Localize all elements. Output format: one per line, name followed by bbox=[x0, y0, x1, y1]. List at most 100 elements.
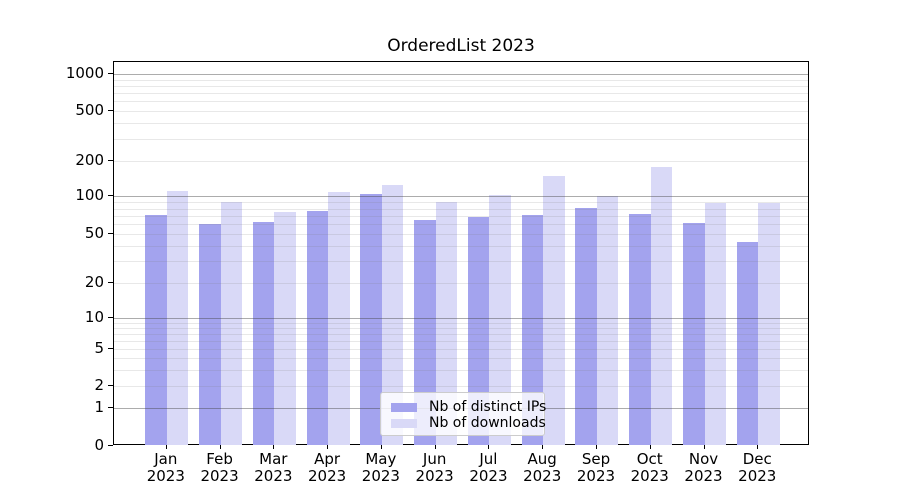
bar-downloads-jun bbox=[435, 202, 458, 445]
y-tick-mark-1 bbox=[108, 406, 113, 408]
gridline-minor-2 bbox=[114, 386, 808, 388]
legend-item-distinct-ips: Nb of distinct IPs bbox=[391, 399, 546, 415]
x-tick-mark-sep bbox=[595, 445, 597, 449]
y-tick-mark-20 bbox=[108, 281, 113, 283]
gridline-minor-20 bbox=[114, 282, 808, 284]
bar-downloads-oct bbox=[650, 167, 673, 445]
x-tick-label-aug: Aug 2023 bbox=[523, 450, 562, 485]
bar-ips-mar bbox=[252, 221, 275, 445]
legend-swatch-distinct-ips bbox=[391, 402, 417, 412]
gridline-minor-60 bbox=[114, 224, 808, 226]
gridline-minor-800 bbox=[114, 86, 808, 88]
y-tick-label-20: 20 bbox=[84, 272, 104, 291]
x-tick-mark-jul bbox=[488, 445, 490, 449]
x-tick-mark-feb bbox=[219, 445, 221, 449]
bar-downloads-sep bbox=[596, 195, 619, 445]
bar-ips-apr bbox=[306, 211, 329, 445]
bar-ips-oct bbox=[629, 214, 651, 445]
y-tick-mark-1000 bbox=[108, 73, 113, 75]
bar-ips-aug bbox=[521, 215, 544, 445]
bar-ips-nov bbox=[683, 222, 705, 445]
y-tick-mark-100 bbox=[108, 195, 113, 197]
bar-downloads-apr bbox=[328, 191, 350, 445]
x-tick-label-mar: Mar 2023 bbox=[254, 450, 293, 485]
bar-downloads-nov bbox=[704, 202, 726, 445]
legend-item-downloads: Nb of downloads bbox=[391, 415, 546, 431]
bar-downloads-jan bbox=[166, 190, 189, 445]
legend-swatch-downloads bbox=[391, 418, 417, 428]
gridline-minor-4 bbox=[114, 358, 808, 360]
chart-title: OrderedList 2023 bbox=[387, 36, 535, 56]
bar-downloads-feb bbox=[220, 202, 243, 445]
bar-ips-may bbox=[360, 193, 382, 445]
y-tick-mark-2 bbox=[108, 385, 113, 387]
gridline-minor-70 bbox=[114, 215, 808, 217]
x-tick-mark-jun bbox=[434, 445, 436, 449]
bar-ips-jun bbox=[414, 219, 436, 445]
gridline-minor-6 bbox=[114, 340, 808, 342]
y-tick-label-50: 50 bbox=[84, 224, 104, 243]
gridline-minor-3 bbox=[114, 369, 808, 371]
x-tick-label-oct: Oct 2023 bbox=[630, 450, 669, 485]
x-tick-label-jul: Jul 2023 bbox=[469, 450, 508, 485]
x-tick-mark-aug bbox=[542, 445, 544, 449]
bar-downloads-jul bbox=[489, 194, 511, 445]
gridline-minor-9 bbox=[114, 322, 808, 324]
gridline-minor-700 bbox=[114, 93, 808, 95]
gridline-minor-500 bbox=[114, 111, 808, 113]
gridline-minor-400 bbox=[114, 123, 808, 125]
gridline-minor-600 bbox=[114, 101, 808, 103]
y-tick-label-1000: 1000 bbox=[65, 64, 104, 83]
gridline-minor-50 bbox=[114, 234, 808, 236]
y-tick-mark-0 bbox=[108, 445, 113, 446]
gridline-major-100 bbox=[114, 196, 808, 198]
y-tick-mark-500 bbox=[108, 110, 113, 112]
bar-ips-dec bbox=[736, 242, 759, 445]
y-tick-mark-5 bbox=[108, 348, 113, 350]
plot-area bbox=[113, 61, 809, 445]
gridline-minor-200 bbox=[114, 161, 808, 163]
gridline-major-10 bbox=[114, 317, 808, 319]
gridline-minor-90 bbox=[114, 202, 808, 204]
x-tick-mark-may bbox=[380, 445, 382, 449]
y-tick-label-5: 5 bbox=[94, 339, 104, 358]
legend: Nb of distinct IPs Nb of downloads bbox=[380, 392, 546, 436]
x-tick-mark-jan bbox=[165, 445, 167, 449]
x-tick-label-feb: Feb 2023 bbox=[200, 450, 239, 485]
y-tick-label-0: 0 bbox=[94, 436, 104, 454]
x-tick-mark-apr bbox=[327, 445, 329, 449]
bar-ips-feb bbox=[199, 224, 221, 445]
x-tick-label-dec: Dec 2023 bbox=[738, 450, 777, 485]
gridline-minor-300 bbox=[114, 139, 808, 141]
x-tick-label-sep: Sep 2023 bbox=[576, 450, 616, 485]
y-tick-mark-10 bbox=[108, 316, 113, 318]
gridline-minor-5 bbox=[114, 349, 808, 351]
gridline-minor-8 bbox=[114, 327, 808, 329]
x-tick-label-jan: Jan 2023 bbox=[146, 450, 185, 485]
x-tick-mark-nov bbox=[703, 445, 705, 449]
y-tick-label-1: 1 bbox=[94, 397, 104, 416]
legend-label-distinct-ips: Nb of distinct IPs bbox=[429, 399, 547, 415]
x-tick-mark-oct bbox=[649, 445, 651, 449]
x-tick-label-jun: Jun 2023 bbox=[415, 450, 454, 485]
y-tick-label-500: 500 bbox=[75, 101, 104, 120]
y-tick-label-200: 200 bbox=[75, 151, 104, 170]
gridline-minor-40 bbox=[114, 246, 808, 248]
bar-downloads-dec bbox=[758, 202, 780, 445]
y-tick-label-100: 100 bbox=[75, 186, 104, 205]
gridline-major-1000 bbox=[114, 74, 808, 76]
y-tick-mark-200 bbox=[108, 160, 113, 162]
bar-downloads-may bbox=[381, 185, 404, 445]
bar-ips-sep bbox=[575, 207, 597, 445]
gridline-minor-7 bbox=[114, 333, 808, 335]
x-tick-mark-mar bbox=[273, 445, 275, 449]
y-tick-label-10: 10 bbox=[84, 307, 104, 326]
x-tick-mark-dec bbox=[757, 445, 759, 449]
gridline-minor-80 bbox=[114, 208, 808, 210]
bar-downloads-mar bbox=[274, 212, 296, 445]
y-tick-label-2: 2 bbox=[94, 376, 104, 395]
x-tick-label-may: May 2023 bbox=[361, 450, 400, 485]
gridline-minor-900 bbox=[114, 79, 808, 81]
gridline-minor-30 bbox=[114, 261, 808, 263]
